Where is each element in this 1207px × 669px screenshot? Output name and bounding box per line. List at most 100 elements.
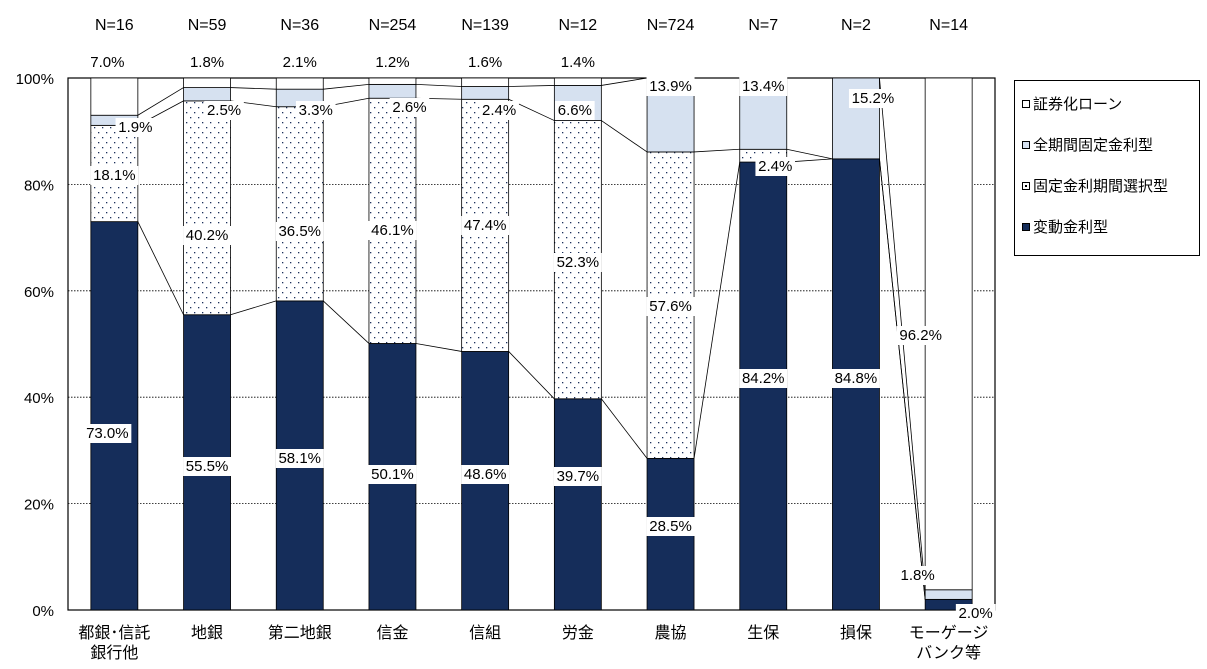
- series-connector: [322, 300, 370, 344]
- data-label-background: [372, 53, 413, 72]
- data-label: 1.8%: [190, 54, 224, 71]
- data-label: 28.5%: [649, 518, 692, 535]
- data-label: 2.6%: [392, 99, 426, 116]
- n-label: N=2: [841, 17, 871, 34]
- data-label: 57.6%: [649, 298, 692, 315]
- data-label: 52.3%: [557, 254, 600, 271]
- data-label-background: [558, 53, 598, 72]
- legend-swatch: [1022, 182, 1030, 191]
- category-label: バンク等: [916, 644, 981, 662]
- data-label-background: [896, 326, 945, 345]
- n-label: N=16: [95, 17, 134, 34]
- bar-segment: [275, 106, 324, 302]
- data-label-background: [646, 77, 695, 96]
- data-label: 15.2%: [852, 90, 895, 107]
- legend-swatch: [1022, 100, 1030, 109]
- data-label: 36.5%: [278, 223, 321, 240]
- bar-segment: [90, 221, 139, 611]
- data-label-background: [368, 465, 417, 484]
- bar-segment: [368, 77, 417, 85]
- series-connector: [601, 120, 648, 153]
- data-label: 1.9%: [118, 119, 152, 136]
- n-label: N=12: [558, 17, 597, 34]
- data-label-background: [183, 226, 232, 245]
- series-connector: [879, 158, 926, 600]
- data-label-background: [368, 221, 417, 240]
- n-label: N=139: [461, 17, 509, 34]
- data-label-background: [461, 216, 510, 235]
- bar-segment: [90, 77, 139, 116]
- bar-segment: [275, 77, 324, 90]
- data-label-background: [755, 157, 796, 176]
- bar-segment: [553, 77, 602, 86]
- data-label: 46.1%: [371, 222, 414, 239]
- category-label: 労金: [562, 624, 594, 642]
- y-tick-label: 0%: [32, 603, 54, 620]
- category-label: 銀行他: [90, 644, 138, 662]
- legend-item-variable: 変動金利型: [1022, 216, 1108, 240]
- data-label: 40.2%: [186, 227, 229, 244]
- legend-label: 固定金利期間選択型: [1033, 178, 1169, 195]
- series-connector: [137, 87, 184, 116]
- bar-segment: [368, 83, 417, 99]
- data-label-background: [187, 53, 227, 72]
- series-connector: [230, 87, 277, 90]
- data-label: 13.9%: [649, 78, 692, 95]
- series-connector: [601, 77, 648, 86]
- data-label-background: [831, 369, 880, 388]
- category-label: 信組: [469, 624, 501, 642]
- data-label: 2.4%: [482, 102, 516, 119]
- data-label-background: [479, 101, 519, 120]
- data-label-background: [115, 118, 156, 137]
- category-label: 農協: [655, 624, 687, 642]
- data-label-background: [897, 566, 938, 585]
- data-label: 2.0%: [959, 605, 993, 622]
- data-label: 1.6%: [468, 54, 502, 71]
- data-label-background: [739, 369, 788, 388]
- data-label-background: [848, 89, 897, 108]
- category-label: 地銀: [191, 624, 223, 642]
- series-connector: [323, 83, 369, 90]
- data-label: 2.1%: [283, 54, 317, 71]
- category-label: モーゲージ: [909, 624, 989, 642]
- data-label-background: [183, 457, 232, 476]
- legend-item-fixed-select: 固定金利期間選択型: [1022, 175, 1168, 199]
- data-label-background: [389, 98, 430, 117]
- n-label: N=7: [748, 17, 778, 34]
- data-label: 18.1%: [93, 167, 136, 184]
- data-label: 13.4%: [742, 78, 785, 95]
- data-label-background: [461, 465, 510, 484]
- data-label: 73.0%: [86, 425, 129, 442]
- legend-item-full-fixed: 全期間固定金利型: [1022, 134, 1153, 158]
- legend-label: 全期間固定金利型: [1033, 137, 1154, 154]
- data-label-background: [275, 449, 324, 468]
- series-connector: [601, 398, 648, 459]
- data-label: 39.7%: [557, 468, 600, 485]
- data-label-background: [295, 101, 336, 120]
- data-label: 58.1%: [278, 450, 321, 467]
- bar-segment: [368, 97, 417, 344]
- y-tick-label: 80%: [24, 177, 54, 194]
- category-label: 損保: [840, 624, 872, 642]
- data-label-background: [279, 53, 320, 72]
- data-label: 1.4%: [561, 54, 595, 71]
- series-connector: [508, 85, 555, 87]
- data-label: 84.8%: [835, 370, 878, 387]
- series-connector: [137, 221, 184, 315]
- data-label: 2.4%: [758, 158, 792, 175]
- y-tick-label: 60%: [24, 284, 54, 301]
- n-label: N=36: [280, 17, 319, 34]
- data-label: 2.5%: [207, 102, 241, 119]
- data-label: 50.1%: [371, 466, 414, 483]
- series-connector: [508, 351, 555, 400]
- category-label: 生保: [747, 624, 779, 642]
- y-tick-label: 20%: [24, 497, 54, 514]
- bar-segment: [461, 86, 510, 100]
- data-label: 6.6%: [558, 102, 592, 119]
- data-label-background: [553, 467, 602, 486]
- data-label: 1.2%: [375, 54, 409, 71]
- category-label: 信金: [376, 624, 408, 642]
- legend-swatch: [1022, 141, 1030, 150]
- data-label-background: [553, 253, 602, 272]
